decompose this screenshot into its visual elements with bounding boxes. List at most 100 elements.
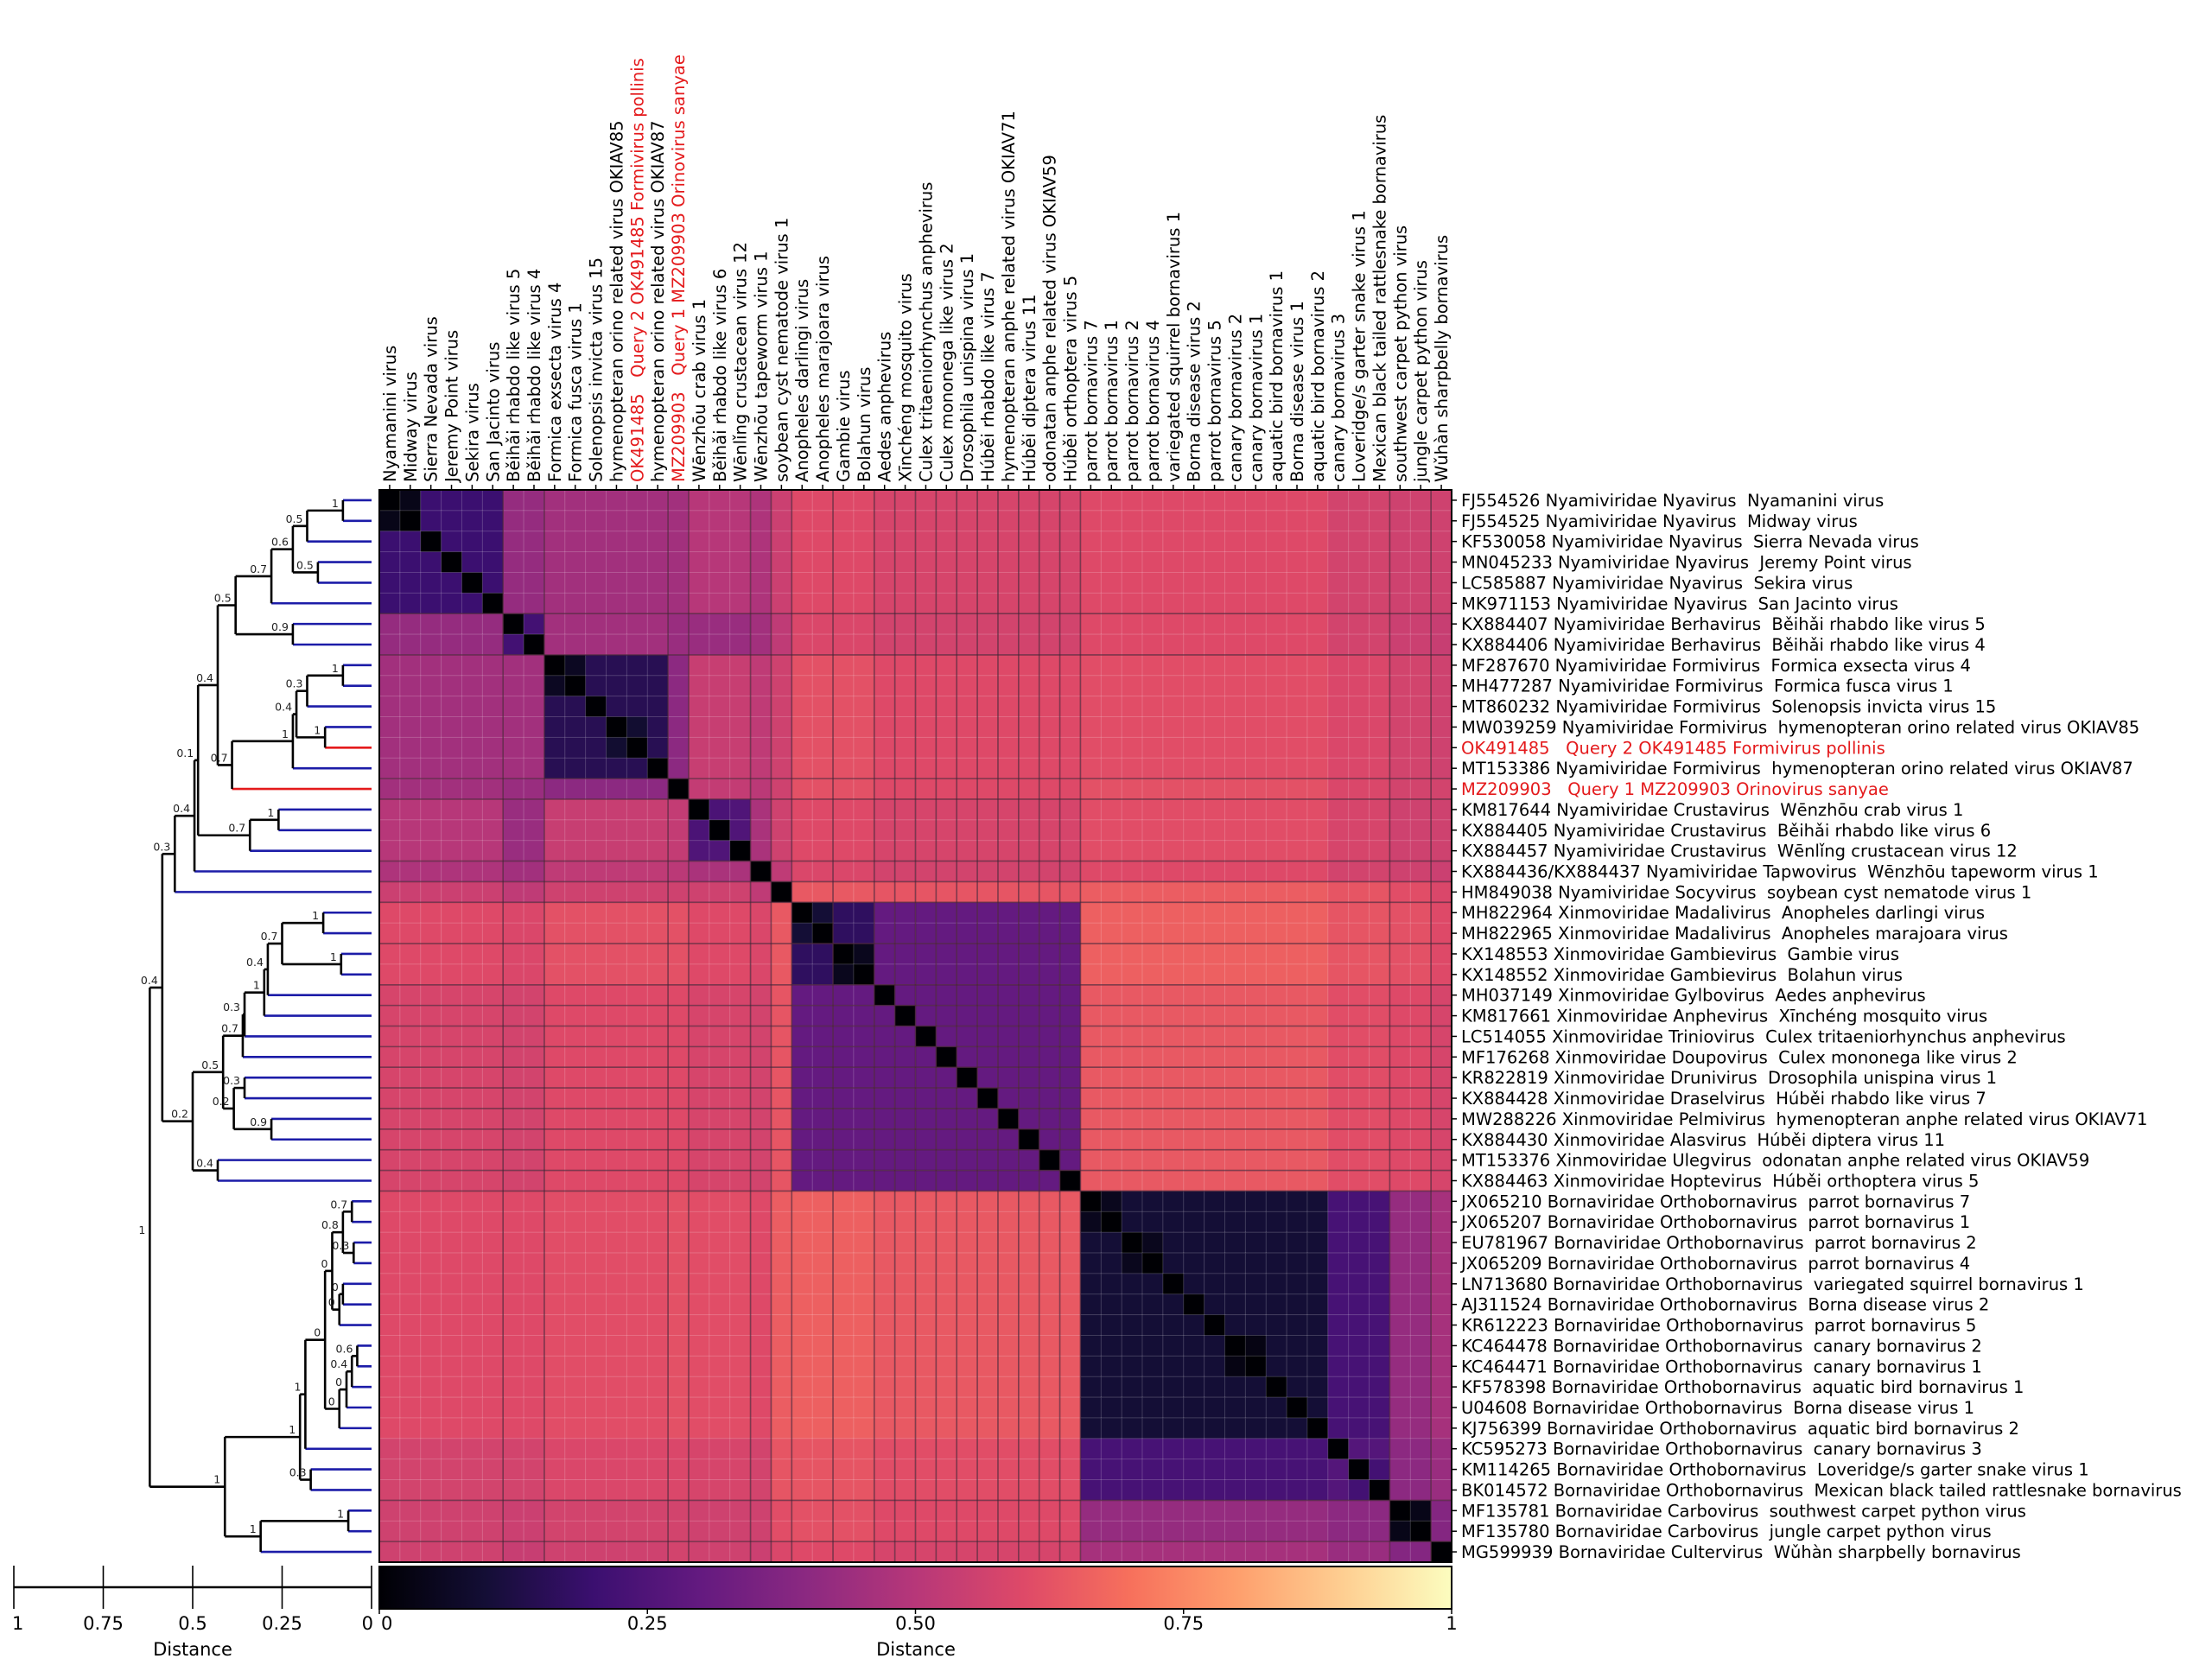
heatmap-cell: [791, 880, 813, 904]
heatmap-cell: [606, 696, 628, 718]
heatmap-cell: [1079, 1293, 1103, 1316]
heatmap-cell: [523, 1045, 545, 1069]
heatmap-cell: [1389, 963, 1412, 986]
heatmap-cell: [1183, 1458, 1205, 1481]
heatmap-cell: [1265, 861, 1287, 883]
heatmap-cell: [853, 551, 875, 574]
heatmap-cell: [956, 861, 978, 883]
column-label: Formica fusca virus 1: [566, 302, 586, 482]
heatmap-cell: [1141, 1355, 1164, 1378]
heatmap-cell: [874, 1026, 896, 1048]
heatmap-cell: [461, 592, 484, 614]
heatmap-cell: [564, 757, 587, 779]
heatmap-cell: [976, 1499, 999, 1522]
heatmap-cell: [1244, 1128, 1268, 1151]
heatmap-cell: [894, 1149, 917, 1172]
heatmap-cell: [956, 510, 978, 532]
heatmap-cell: [1244, 1108, 1268, 1130]
heatmap-cell: [1059, 1417, 1082, 1439]
distance-heatmap: [378, 489, 1452, 1563]
heatmap-cell: [1121, 613, 1143, 635]
row-label: KM817661 Xinmoviridae Anphevirus Xīnchén…: [1461, 1007, 1987, 1026]
heatmap-cell: [1369, 840, 1391, 862]
heatmap-cell: [729, 592, 752, 614]
heatmap-cell: [688, 1045, 710, 1069]
heatmap-cell: [481, 1087, 504, 1109]
heatmap-cell: [1306, 1334, 1329, 1357]
heatmap-cell: [646, 696, 669, 718]
heatmap-cell: [894, 675, 917, 697]
heatmap-cell: [1162, 861, 1185, 883]
heatmap-cell: [894, 736, 917, 759]
heatmap-cell: [1306, 1520, 1329, 1542]
heatmap-cell: [997, 1499, 1020, 1522]
heatmap-cell: [853, 592, 875, 614]
heatmap-cell: [709, 1045, 731, 1069]
heatmap-cell: [1369, 943, 1391, 965]
heatmap-cell: [1141, 1005, 1164, 1027]
heatmap-cell: [915, 901, 938, 924]
heatmap-cell: [1389, 1149, 1412, 1172]
heatmap-cell: [1409, 1026, 1432, 1048]
heatmap-cell: [935, 675, 958, 697]
heatmap-cell: [832, 798, 855, 821]
heatmap-cell: [1079, 1190, 1103, 1213]
heatmap-cell: [1079, 1128, 1103, 1151]
heatmap-cell: [502, 716, 524, 739]
heatmap-cell: [811, 901, 834, 924]
heatmap-cell: [399, 1355, 422, 1378]
heatmap-cell: [874, 1376, 896, 1398]
heatmap-cell: [399, 1376, 422, 1398]
heatmap-cell: [1389, 1066, 1412, 1089]
heatmap-cell: [1204, 1252, 1226, 1274]
heatmap-cell: [378, 963, 401, 986]
heatmap-cell: [667, 1479, 690, 1502]
heatmap-cell: [1018, 510, 1040, 532]
heatmap-cell: [915, 613, 938, 635]
heatmap-cell: [770, 1231, 793, 1254]
heatmap-cell: [1162, 1045, 1185, 1069]
heatmap-cell: [1100, 613, 1122, 635]
heatmap-cell: [378, 592, 401, 614]
heatmap-cell: [1244, 861, 1268, 883]
heatmap-cell: [1306, 675, 1329, 697]
heatmap-cell: [399, 1520, 422, 1542]
heatmap-cell: [1389, 840, 1412, 862]
heatmap-cell: [976, 1066, 999, 1089]
heatmap-cell: [874, 531, 896, 553]
heatmap-cell: [750, 1541, 772, 1563]
heatmap-cell: [481, 531, 504, 553]
heatmap-cell: [976, 675, 999, 697]
heatmap-cell: [791, 943, 813, 965]
heatmap-cell: [1039, 571, 1061, 594]
heatmap-cell: [1369, 1520, 1391, 1542]
heatmap-cell: [1286, 757, 1308, 779]
heatmap-cell: [1059, 592, 1082, 614]
heatmap-cell: [1059, 1499, 1082, 1522]
heatmap-cell: [606, 1149, 628, 1172]
heatmap-cell: [1162, 510, 1185, 532]
heatmap-cell: [626, 798, 649, 821]
heatmap-cell: [915, 531, 938, 553]
heatmap-cell: [1183, 1170, 1205, 1192]
heatmap-cell: [791, 592, 813, 614]
heatmap-cell: [956, 1499, 978, 1522]
heatmap-cell: [1121, 1252, 1143, 1274]
heatmap-cell: [420, 1293, 442, 1316]
heatmap-cell: [935, 1149, 958, 1172]
heatmap-cell: [1286, 592, 1308, 614]
heatmap-cell: [894, 654, 917, 677]
heatmap-cell: [688, 1293, 710, 1316]
heatmap-cell: [1244, 1438, 1268, 1460]
heatmap-cell: [1286, 1520, 1308, 1542]
heatmap-cell: [1121, 1231, 1143, 1254]
heatmap-cell: [770, 819, 793, 842]
heatmap-cell: [667, 1045, 690, 1069]
heatmap-cell: [750, 1087, 772, 1109]
heatmap-cell: [523, 1211, 545, 1233]
heatmap-cell: [646, 963, 669, 986]
heatmap-cell: [585, 592, 607, 614]
support-value: 0.5: [296, 558, 314, 571]
heatmap-cell: [791, 613, 813, 635]
heatmap-cell: [832, 1231, 855, 1254]
